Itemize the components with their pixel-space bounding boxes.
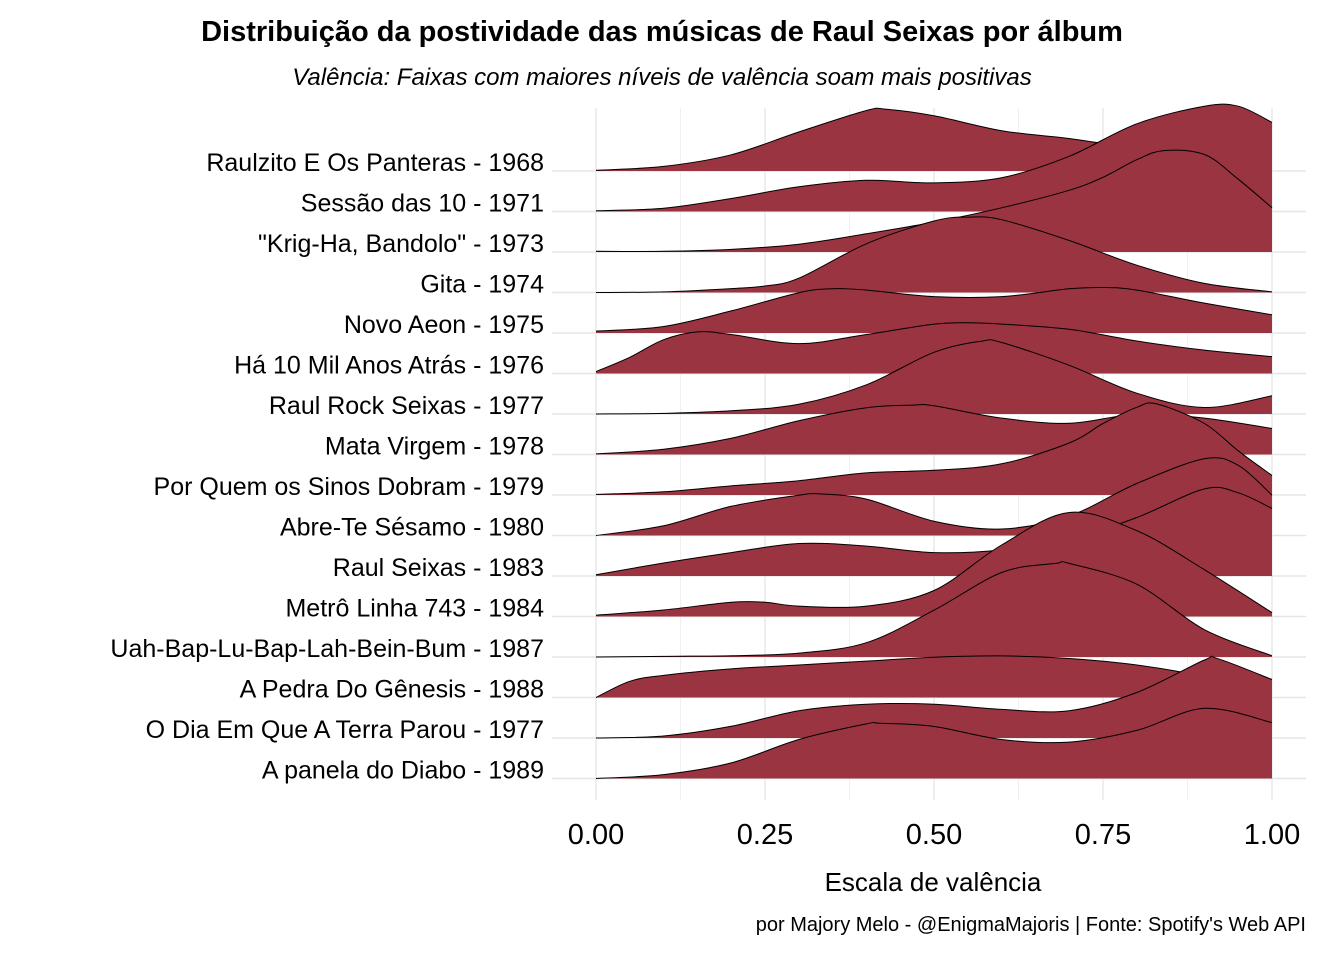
- x-tick-label-2: 0.50: [906, 819, 962, 851]
- ridge-area-6: [596, 339, 1272, 414]
- x-tick-label-4: 1.00: [1244, 819, 1300, 851]
- ridge-line-13: [595, 655, 1273, 698]
- ridge-area-4: [596, 287, 1272, 333]
- ridge-line-1: [595, 103, 1273, 212]
- row-label-8: Por Quem os Sinos Dobram - 1979: [154, 473, 544, 501]
- chart-title: Distribuição da postividade das músicas …: [201, 16, 1123, 48]
- ridge-area-5: [596, 322, 1272, 374]
- ridge-line-14: [595, 655, 1273, 739]
- x-tick-label-1: 0.25: [737, 819, 793, 851]
- row-label-0: Raulzito E Os Panteras - 1968: [206, 149, 544, 177]
- ridge-area-12: [596, 561, 1272, 657]
- row-label-5: Há 10 Mil Anos Atrás - 1976: [234, 352, 544, 380]
- ridge-area-13: [596, 655, 1272, 698]
- row-label-1: Sessão das 10 - 1971: [301, 190, 544, 218]
- ridge-line-2: [595, 149, 1273, 252]
- row-label-3: Gita - 1974: [420, 271, 544, 299]
- row-label-10: Raul Seixas - 1983: [333, 554, 544, 582]
- x-tick-label-0: 0.00: [568, 819, 624, 851]
- row-label-14: O Dia Em Que A Terra Parou - 1977: [146, 716, 544, 744]
- row-label-4: Novo Aeon - 1975: [344, 311, 544, 339]
- ridge-area-8: [596, 402, 1272, 495]
- ridge-area-9: [596, 457, 1272, 536]
- row-label-6: Raul Rock Seixas - 1977: [269, 392, 544, 420]
- ridge-line-4: [595, 286, 1273, 332]
- row-labels: Raulzito E Os Panteras - 1968 Sessão das …: [110, 149, 544, 785]
- row-label-12: Uah-Bap-Lu-Bap-Lah-Bein-Bum - 1987: [110, 635, 544, 663]
- x-axis-title: Escala de valência: [825, 867, 1042, 897]
- row-label-15: A panela do Diabo - 1989: [262, 757, 544, 785]
- ridge-line-10: [595, 486, 1273, 576]
- row-label-13: A Pedra Do Gênesis - 1988: [240, 676, 544, 704]
- row-label-9: Abre-Te Sésamo - 1980: [280, 514, 544, 542]
- caption: por Majory Melo - @EnigmaMajoris | Fonte…: [755, 914, 1306, 936]
- row-label-11: Metrô Linha 743 - 1984: [285, 595, 544, 623]
- row-label-2: "Krig-Ha, Bandolo" - 1973: [258, 230, 544, 258]
- ridge-line-5: [595, 322, 1273, 373]
- ridge-line-9: [595, 457, 1273, 536]
- ridge-line-12: [595, 560, 1273, 658]
- ridge-series: [595, 103, 1273, 779]
- x-tick-label-3: 0.75: [1075, 819, 1131, 851]
- ridge-area-14: [596, 656, 1272, 738]
- ridge-line-3: [595, 216, 1273, 293]
- ridge-line-6: [595, 339, 1273, 415]
- chart-subtitle: Valência: Faixas com maiores níveis de v…: [292, 64, 1032, 91]
- x-axis-ticks: 0.00 0.25 0.50 0.75 1.00: [568, 819, 1300, 851]
- ridge-line-15: [595, 707, 1273, 779]
- ridge-area-3: [596, 216, 1272, 293]
- ridge-area-2: [596, 150, 1272, 252]
- ridge-area-15: [596, 708, 1272, 779]
- ridge-line-8: [595, 402, 1273, 495]
- row-label-7: Mata Virgem - 1978: [325, 433, 544, 461]
- ridge-line-11: [595, 511, 1273, 616]
